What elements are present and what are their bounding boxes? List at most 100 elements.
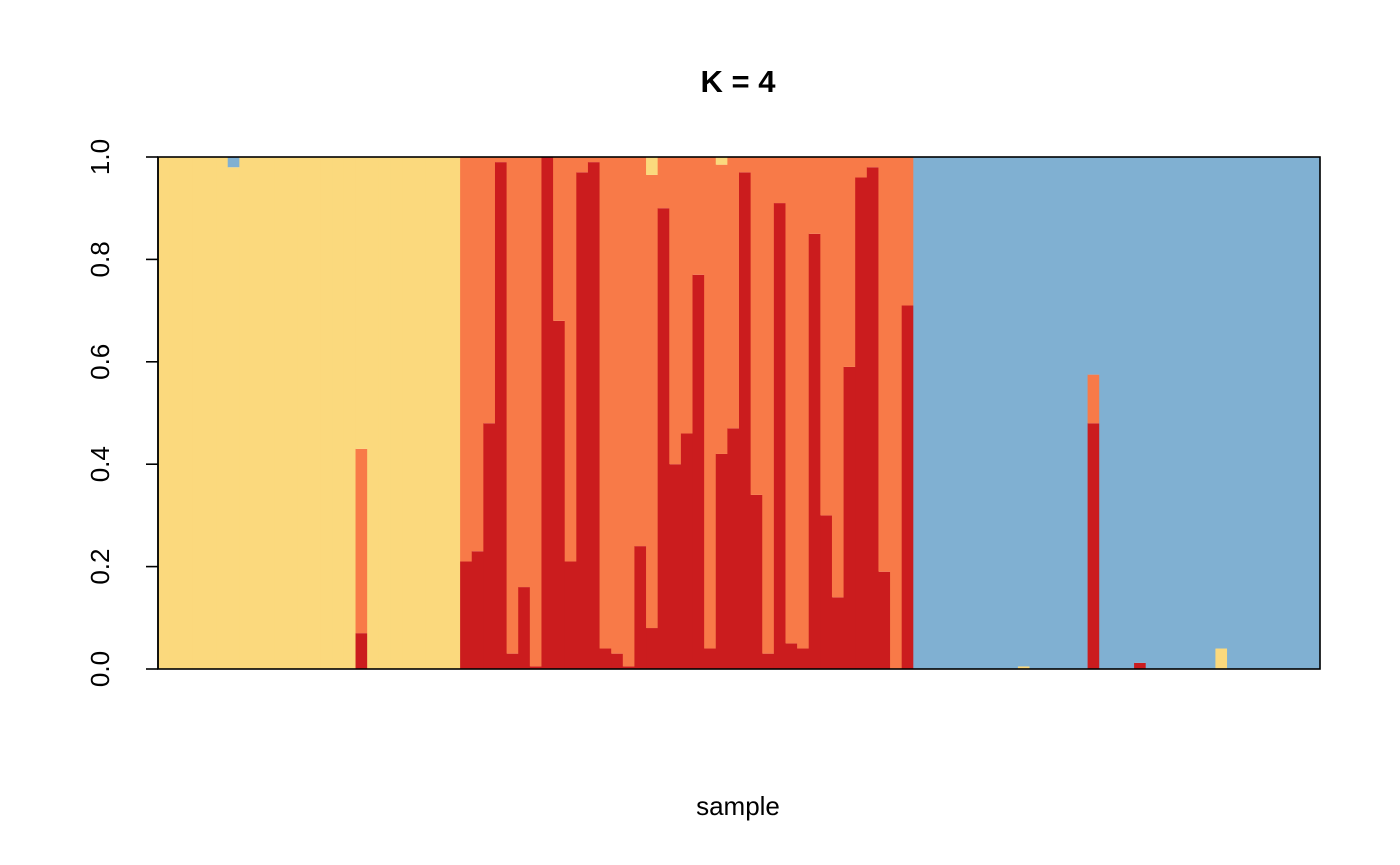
sample-bar [959, 157, 972, 669]
sample-bar [994, 157, 1007, 669]
sample-bar [727, 157, 740, 669]
sample-bar [250, 157, 264, 669]
sample-bar [762, 157, 775, 669]
bar-segment-yellow [181, 157, 194, 669]
sample-bar [750, 157, 763, 669]
bar-segment-yellow [390, 157, 403, 669]
y-tick-label: 0.2 [85, 549, 115, 585]
sample-bar [1075, 157, 1089, 669]
sample-bar [913, 157, 926, 669]
bar-segment-red [553, 320, 566, 669]
bar-segment-blue [971, 157, 984, 669]
bar-segment-red [762, 653, 775, 669]
sample-bar [1087, 157, 1100, 669]
bar-segment-red [843, 366, 856, 669]
bar-segment-yellow [169, 157, 182, 669]
sample-bar [680, 157, 694, 669]
bar-segment-red [901, 305, 914, 669]
bar-segment-red [494, 162, 508, 669]
bar-segment-orange [680, 157, 694, 434]
bar-segment-red [611, 653, 624, 669]
sample-bar [576, 157, 589, 670]
bar-segment-yellow [646, 157, 659, 175]
sample-bar [924, 157, 938, 669]
bar-segment-orange [634, 157, 647, 547]
bar-segment-orange [471, 157, 484, 552]
bar-segment-orange [657, 157, 670, 209]
bar-segment-orange [1087, 374, 1100, 424]
bar-segment-yellow [274, 157, 287, 669]
bar-segment-blue [1203, 157, 1217, 669]
sample-bar [355, 157, 368, 669]
bar-segment-orange [773, 157, 787, 204]
y-tick-label: 0.4 [85, 446, 115, 482]
bar-segment-red [692, 274, 705, 669]
bar-segment-blue [1250, 157, 1263, 669]
sample-bar [169, 157, 182, 669]
sample-bar [587, 157, 601, 669]
bars-layer [158, 157, 1321, 670]
bar-segment-red [808, 233, 821, 670]
sample-bar [390, 157, 403, 669]
sample-bar [506, 157, 519, 669]
sample-bar [820, 157, 833, 669]
sample-bar [715, 157, 728, 669]
bar-segment-red [541, 157, 554, 669]
bar-segment-blue [1296, 157, 1309, 669]
bar-segment-blue [1134, 157, 1147, 663]
sample-bar [1273, 157, 1286, 669]
sample-bar [704, 157, 717, 669]
sample-bar [448, 157, 461, 669]
sample-bar [343, 157, 357, 669]
bar-segment-red [797, 648, 810, 669]
bar-segment-red [646, 628, 659, 669]
bar-segment-orange [831, 157, 845, 598]
sample-bar [320, 157, 333, 669]
bar-segment-orange [355, 448, 368, 634]
bar-segment-orange [460, 157, 473, 562]
sample-bar [239, 157, 252, 669]
bar-segment-red [785, 643, 798, 669]
sample-bar [599, 157, 612, 669]
bar-segment-red [483, 423, 496, 669]
bar-segment-red [599, 648, 612, 669]
bar-segment-yellow [448, 157, 461, 669]
sample-bar [692, 157, 705, 669]
bar-segment-blue [1099, 157, 1112, 669]
bar-segment-yellow [192, 157, 206, 669]
bar-segment-orange [890, 157, 903, 669]
bar-segment-red [750, 494, 763, 669]
bar-segment-blue [1145, 157, 1158, 669]
bar-segment-blue [983, 157, 996, 669]
bar-segment-red [773, 203, 787, 669]
sample-bar [1215, 157, 1228, 669]
bar-segment-blue [948, 157, 961, 669]
bar-segment-blue [994, 157, 1007, 669]
bar-segment-red [878, 571, 891, 669]
sample-bar [227, 157, 240, 670]
sample-bar [936, 157, 949, 669]
bar-segment-blue [1075, 157, 1089, 669]
bar-segment-blue [1041, 157, 1054, 669]
sample-bar [285, 157, 299, 669]
sample-bar [634, 157, 647, 669]
bar-segment-blue [1227, 157, 1240, 669]
sample-bar [460, 157, 473, 669]
bar-segment-blue [913, 157, 926, 669]
bar-segment-orange [808, 157, 821, 234]
y-tick-label: 0.6 [85, 344, 115, 380]
sample-bar [436, 157, 450, 669]
sample-bar [158, 157, 171, 669]
bar-segment-red [471, 551, 484, 669]
bar-segment-blue [1029, 157, 1042, 669]
bar-segment-orange [855, 157, 868, 178]
bar-segment-yellow [262, 157, 275, 669]
sample-bar [471, 157, 484, 669]
sample-bar [1145, 157, 1158, 669]
bar-segment-orange [518, 157, 531, 588]
sample-bar [1250, 157, 1263, 669]
sample-bar [367, 157, 380, 669]
bar-segment-red [831, 597, 845, 669]
bar-segment-yellow [436, 157, 450, 669]
chart-title: K = 4 [701, 64, 777, 99]
